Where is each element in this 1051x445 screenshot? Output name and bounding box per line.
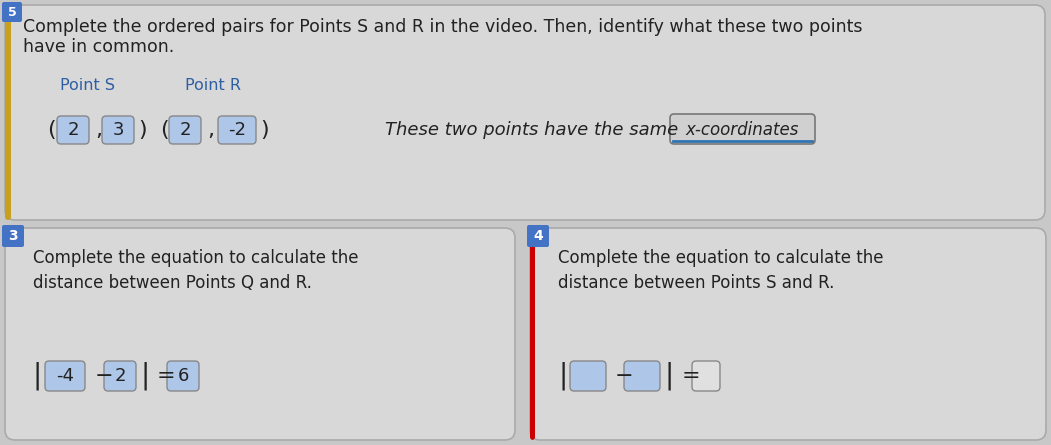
FancyBboxPatch shape [104,361,136,391]
Text: 2: 2 [67,121,79,139]
FancyBboxPatch shape [527,225,549,247]
Text: (: ( [47,120,56,140]
Text: 3: 3 [112,121,124,139]
FancyBboxPatch shape [102,116,133,144]
FancyBboxPatch shape [669,114,815,144]
Text: |: | [140,362,149,390]
Text: These two points have the same: These two points have the same [385,121,678,139]
Text: ,: , [207,120,214,140]
Text: −: − [95,366,114,386]
Text: =: = [682,366,701,386]
Text: -4: -4 [56,367,74,385]
Text: ): ) [260,120,269,140]
FancyBboxPatch shape [530,228,1046,440]
FancyBboxPatch shape [5,5,1045,220]
FancyBboxPatch shape [45,361,85,391]
FancyBboxPatch shape [624,361,660,391]
FancyBboxPatch shape [2,225,24,247]
Text: −: − [615,366,634,386]
FancyBboxPatch shape [5,5,11,220]
Text: =: = [157,366,176,386]
FancyBboxPatch shape [167,361,199,391]
Text: (: ( [160,120,168,140]
Text: Point S: Point S [60,77,115,93]
FancyBboxPatch shape [169,116,201,144]
Text: -2: -2 [228,121,246,139]
Text: x-coordinates: x-coordinates [685,121,799,139]
Text: |: | [558,362,568,390]
Text: ): ) [138,120,147,140]
Text: ,: , [95,120,102,140]
Text: Point R: Point R [185,77,241,93]
FancyBboxPatch shape [218,116,256,144]
Text: 4: 4 [533,229,543,243]
Text: Complete the equation to calculate the: Complete the equation to calculate the [33,249,358,267]
Text: distance between Points Q and R.: distance between Points Q and R. [33,274,312,292]
Text: Complete the equation to calculate the: Complete the equation to calculate the [558,249,884,267]
FancyBboxPatch shape [2,2,22,22]
Text: |: | [33,362,42,390]
Text: distance between Points S and R.: distance between Points S and R. [558,274,834,292]
Text: 5: 5 [7,5,17,19]
Text: Complete the ordered pairs for Points S and R in the video. Then, identify what : Complete the ordered pairs for Points S … [23,18,863,36]
Text: 2: 2 [180,121,190,139]
Text: 2: 2 [115,367,126,385]
Text: have in common.: have in common. [23,38,174,56]
FancyBboxPatch shape [5,228,515,440]
FancyBboxPatch shape [57,116,89,144]
Text: |: | [665,362,675,390]
Text: 6: 6 [178,367,189,385]
FancyBboxPatch shape [530,228,535,440]
FancyBboxPatch shape [570,361,606,391]
FancyBboxPatch shape [692,361,720,391]
Text: 3: 3 [8,229,18,243]
